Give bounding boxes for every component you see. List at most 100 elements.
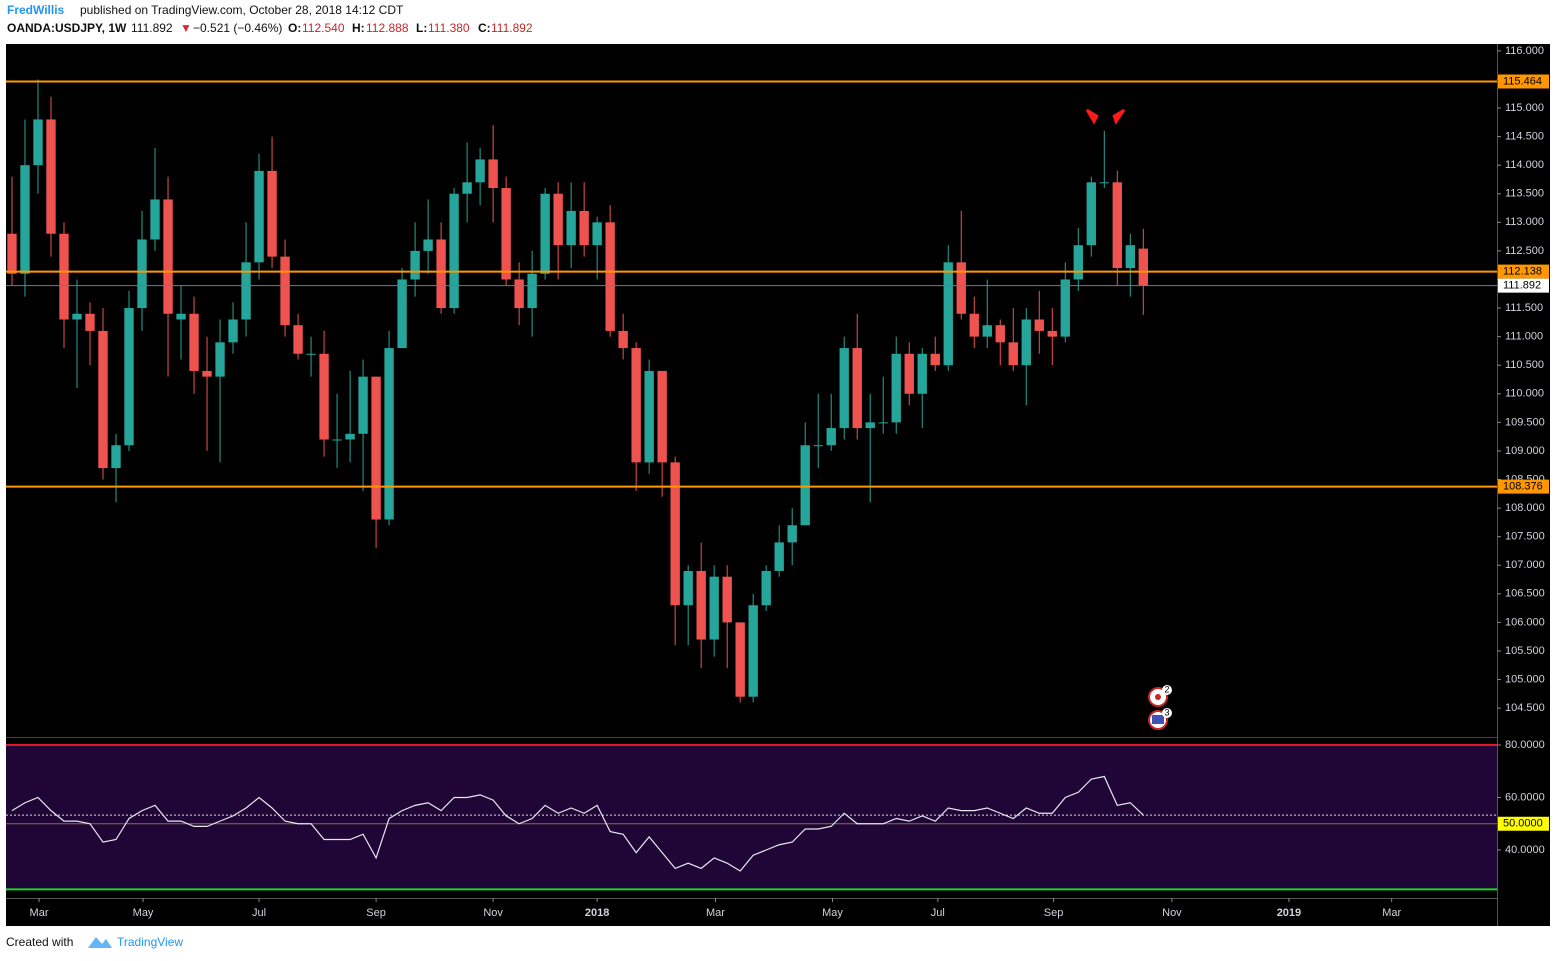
brand[interactable]: TradingView: [117, 935, 183, 949]
candle-body: [774, 542, 784, 571]
candle-body: [306, 353, 316, 355]
x-tick-label: 2018: [585, 907, 609, 919]
candle-body: [176, 313, 186, 320]
x-tick-label: Nov: [1162, 907, 1182, 919]
x-tick-label: Sep: [1044, 907, 1064, 919]
candle-body: [215, 342, 225, 377]
candle-body: [696, 570, 706, 640]
y-tick-label: 105.500: [1505, 645, 1545, 657]
y-tick-label: 104.500: [1505, 702, 1545, 714]
y-tick-label: 107.000: [1505, 559, 1545, 571]
candle-body: [345, 433, 355, 440]
candle-body: [644, 370, 654, 463]
candle-body: [592, 222, 602, 246]
created-with: Created with: [6, 935, 73, 949]
last-price-box: [1498, 278, 1549, 293]
y-tick-label: 110.500: [1505, 359, 1544, 371]
candle-body: [241, 262, 251, 320]
candle-body: [995, 325, 1005, 343]
candle-body: [1125, 245, 1135, 269]
candle-body: [904, 353, 914, 394]
candle-body: [657, 370, 667, 463]
c-label: C:: [478, 21, 491, 35]
y-tick-label: 60.0000: [1505, 791, 1545, 803]
symbol: OANDA:USDJPY, 1W: [7, 21, 127, 35]
candle-body: [566, 210, 576, 246]
y-tick-label: 40.0000: [1505, 844, 1545, 856]
level-label-box: [1498, 816, 1549, 831]
candle-body: [1060, 279, 1070, 337]
h-value: 112.888: [366, 21, 409, 35]
candle-body: [618, 330, 628, 349]
x-tick-label: Jul: [252, 907, 266, 919]
event-flag: [1152, 715, 1164, 724]
candle-body: [800, 445, 810, 526]
x-tick-label: Jul: [931, 907, 945, 919]
author[interactable]: FredWillis: [7, 3, 65, 17]
candle-body: [748, 605, 758, 697]
candle-body: [1047, 330, 1057, 337]
candle-body: [449, 193, 459, 309]
candle-body: [189, 313, 199, 371]
candle-body: [878, 422, 888, 424]
y-tick-label: 106.000: [1505, 616, 1545, 628]
candle-body: [761, 570, 771, 606]
y-tick-label: 105.000: [1505, 673, 1545, 685]
candle-body: [852, 348, 862, 429]
x-tick-label: Sep: [366, 907, 386, 919]
y-tick-label: 108.000: [1505, 502, 1545, 514]
candle-body: [1008, 342, 1018, 366]
candle-body: [683, 570, 693, 606]
event-badge: [1162, 685, 1172, 695]
candle-body: [917, 353, 927, 394]
candle-body: [358, 376, 368, 434]
candle-body: [267, 170, 277, 257]
candle-body: [228, 319, 238, 343]
candle-body: [332, 439, 342, 441]
level-label-box: [1498, 74, 1549, 89]
event-dot: [1155, 694, 1161, 700]
candle-body: [98, 330, 108, 469]
y-tick-label: 109.500: [1505, 416, 1545, 428]
y-tick-label: 107.500: [1505, 531, 1545, 543]
x-tick-label: Nov: [483, 907, 503, 919]
arrow: [1085, 108, 1099, 125]
candle-body: [943, 262, 953, 366]
candle-body: [553, 193, 563, 246]
candle-body: [527, 273, 537, 309]
candle-body: [59, 233, 69, 320]
y-tick-label: 110.000: [1505, 388, 1544, 400]
candle-body: [735, 622, 745, 697]
candle-body: [20, 165, 30, 274]
candle-body: [1138, 248, 1148, 286]
candle-body: [384, 348, 394, 520]
candle-body: [1099, 182, 1109, 184]
candle-body: [787, 525, 797, 543]
level-label: 50.0000: [1503, 818, 1543, 830]
candle-body: [501, 188, 511, 280]
candle-body: [514, 279, 524, 309]
candle-body: [722, 576, 732, 623]
y-tick-label: 80.0000: [1505, 739, 1545, 751]
band-fill: [6, 744, 1497, 890]
arrow: [1112, 108, 1126, 125]
candle-body: [33, 119, 43, 166]
candle-body: [202, 370, 212, 377]
candle-body: [826, 428, 836, 446]
x-tick-label: Mar: [1382, 907, 1401, 919]
candle-body: [280, 256, 290, 326]
candle-body: [462, 182, 472, 194]
candle-body: [605, 222, 615, 331]
brand-logo: [88, 937, 112, 948]
level-label-box: [1498, 479, 1549, 494]
candle-body: [488, 159, 498, 189]
candle-body: [969, 313, 979, 337]
candle-body: [1112, 182, 1122, 269]
candle-body: [371, 376, 381, 520]
candle-body: [72, 313, 82, 320]
y-tick-label: 113.500: [1505, 188, 1544, 200]
candle-body: [813, 445, 823, 447]
l-label: L:: [416, 21, 427, 35]
y-tick-label: 116.000: [1505, 45, 1544, 57]
